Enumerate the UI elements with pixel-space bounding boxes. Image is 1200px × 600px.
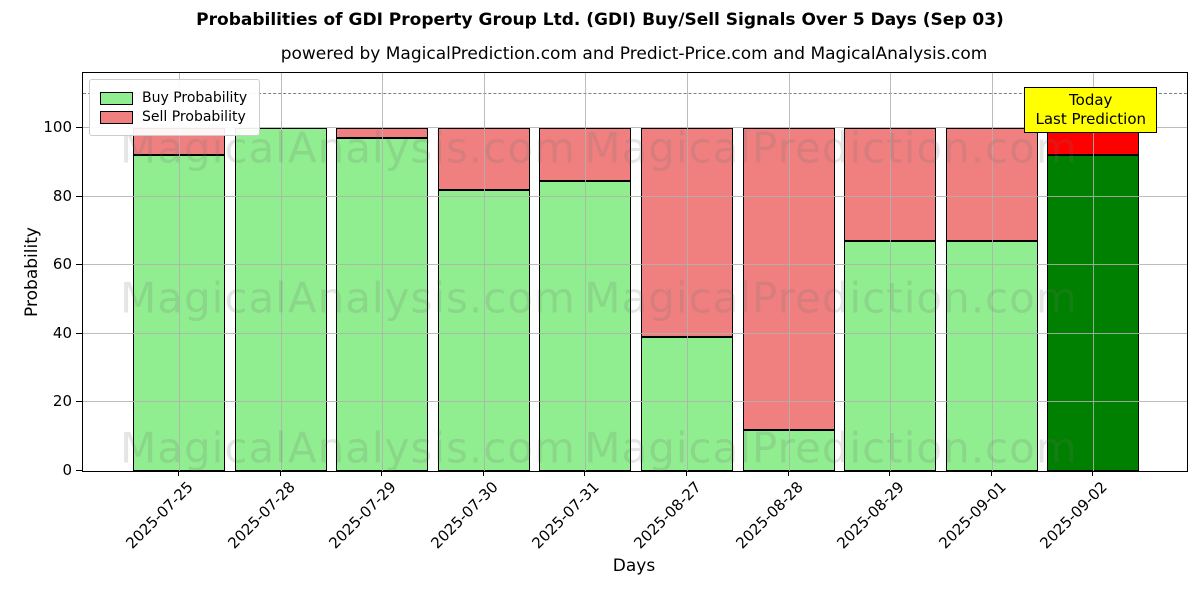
y-tick-mark bbox=[76, 470, 82, 471]
x-tick-label: 2025-07-31 bbox=[528, 478, 604, 553]
x-tick-mark bbox=[686, 470, 687, 476]
legend-label-buy: Buy Probability bbox=[142, 90, 248, 106]
x-axis-label: Days bbox=[612, 556, 656, 576]
x-tick-mark bbox=[381, 470, 383, 476]
watermark-text: MagicalAnalysis.com bbox=[120, 273, 576, 323]
legend-item-sell: Sell Probability bbox=[100, 109, 247, 125]
grid-line-vertical bbox=[483, 73, 485, 471]
dashed-reference-line bbox=[83, 92, 1187, 94]
y-tick-label: 0 bbox=[62, 461, 72, 479]
grid-line-horizontal bbox=[83, 264, 1187, 266]
plot-area: Buy Probability Sell Probability Today L… bbox=[82, 72, 1188, 473]
grid-line-vertical bbox=[1093, 73, 1095, 471]
y-tick-mark bbox=[76, 195, 82, 197]
x-tick-label: 2025-07-28 bbox=[223, 478, 299, 553]
y-tick-label: 60 bbox=[52, 255, 72, 274]
today-annotation-line2: Last Prediction bbox=[1035, 109, 1146, 128]
y-tick-mark bbox=[76, 126, 82, 128]
x-tick-label: 2025-08-28 bbox=[731, 478, 807, 553]
x-tick-label: 2025-07-25 bbox=[122, 478, 197, 553]
x-tick-mark bbox=[279, 470, 281, 476]
y-tick-label: 100 bbox=[43, 117, 72, 136]
legend-label-sell: Sell Probability bbox=[142, 109, 246, 125]
grid-line-vertical bbox=[890, 73, 892, 471]
y-tick-label: 40 bbox=[52, 323, 72, 342]
watermark-text: MagicalAnalysis.com bbox=[120, 423, 576, 473]
x-tick-label: 2025-09-01 bbox=[935, 478, 1010, 553]
buy-swatch-icon bbox=[100, 91, 133, 105]
x-tick-mark bbox=[787, 470, 789, 476]
x-tick-label: 2025-08-27 bbox=[630, 478, 705, 553]
watermark-text: MagicalPrediction.com bbox=[584, 273, 1078, 323]
x-tick-label: 2025-08-29 bbox=[833, 478, 908, 553]
grid-line-horizontal bbox=[83, 332, 1187, 334]
x-tick-label: 2025-07-29 bbox=[325, 478, 400, 553]
y-tick-mark bbox=[76, 332, 82, 334]
grid-line-vertical bbox=[687, 73, 688, 471]
chart-title: Probabilities of GDI Property Group Ltd.… bbox=[196, 10, 1004, 30]
grid-line-vertical bbox=[788, 73, 790, 471]
grid-line-horizontal bbox=[83, 401, 1187, 403]
chart-subtitle: powered by MagicalPrediction.com and Pre… bbox=[280, 44, 988, 64]
watermark-text: MagicalPrediction.com bbox=[584, 123, 1078, 173]
y-tick-label: 80 bbox=[52, 186, 72, 205]
sell-swatch-icon bbox=[100, 110, 133, 124]
x-tick-label: 2025-09-02 bbox=[1036, 478, 1112, 553]
watermark-text: MagicalPrediction.com bbox=[584, 423, 1078, 473]
grid-line-vertical bbox=[585, 73, 587, 471]
grid-line-vertical bbox=[382, 73, 384, 471]
x-tick-mark bbox=[584, 470, 586, 476]
legend: Buy Probability Sell Probability bbox=[89, 79, 261, 136]
grid-line-horizontal bbox=[83, 195, 1187, 197]
legend-item-buy: Buy Probability bbox=[100, 90, 247, 106]
today-annotation: Today Last Prediction bbox=[1024, 87, 1157, 133]
y-tick-mark bbox=[76, 401, 82, 403]
x-tick-mark bbox=[482, 470, 484, 476]
y-tick-label: 20 bbox=[52, 392, 72, 411]
y-tick-mark bbox=[76, 264, 82, 266]
grid-line-vertical bbox=[280, 73, 282, 471]
today-annotation-line1: Today bbox=[1069, 91, 1113, 109]
x-tick-mark bbox=[889, 470, 891, 476]
x-tick-mark bbox=[990, 470, 992, 476]
grid-line-vertical bbox=[991, 73, 993, 471]
x-tick-mark bbox=[1092, 470, 1094, 476]
grid-line-horizontal bbox=[83, 126, 1187, 128]
x-tick-mark bbox=[178, 470, 179, 476]
grid-line-vertical bbox=[179, 73, 180, 471]
x-tick-label: 2025-07-30 bbox=[427, 478, 502, 553]
